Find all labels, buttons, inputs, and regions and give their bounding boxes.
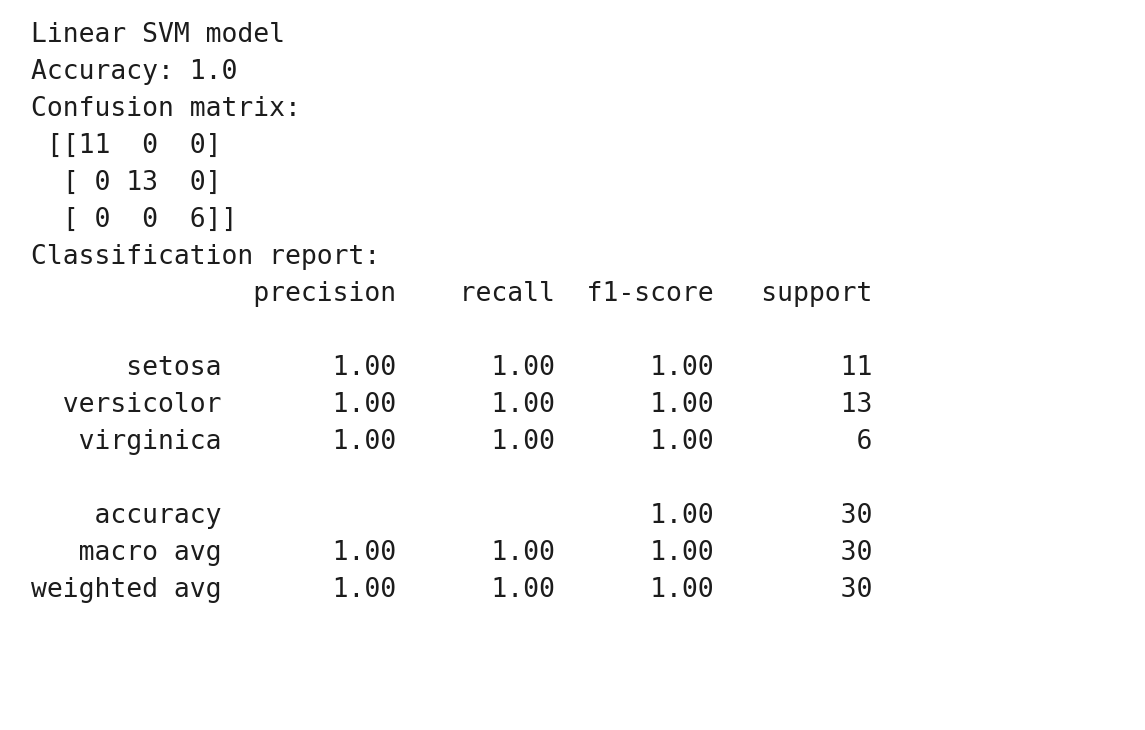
Text: Linear SVM model
Accuracy: 1.0
Confusion matrix:
 [[11  0  0]
  [ 0 13  0]
  [ 0: Linear SVM model Accuracy: 1.0 Confusion…	[31, 22, 872, 640]
